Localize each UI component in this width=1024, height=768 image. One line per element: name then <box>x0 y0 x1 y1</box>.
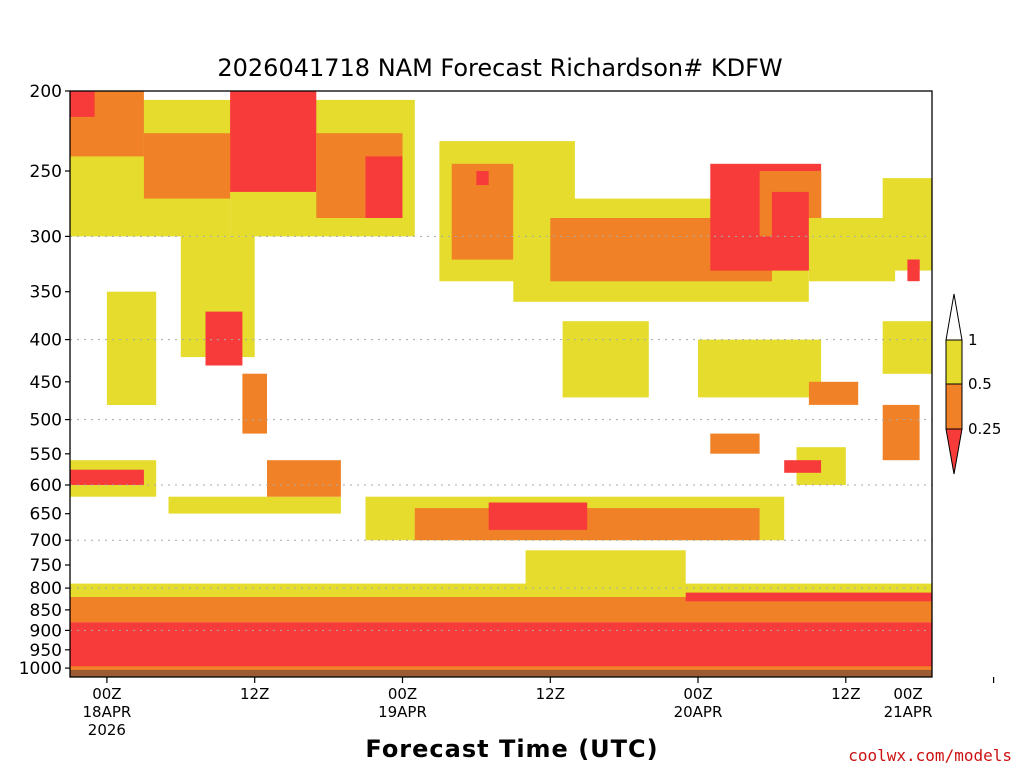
x-tick-label-6-1: 21APR <box>884 703 933 721</box>
x-tick-label-0-2: 2026 <box>88 721 126 739</box>
y-tick-label-500: 500 <box>30 411 62 431</box>
heatmap-region-42 <box>70 622 932 670</box>
x-tick-label-5-0: 12Z <box>831 685 860 703</box>
y-axis: 200 250 300 350 400 450 500 550 600 650 700 750 8008… <box>19 82 70 679</box>
y-tick-label-600: 600 <box>30 476 62 496</box>
heatmap-region-43 <box>70 666 932 670</box>
x-tick-label-2-0: 00Z <box>388 685 417 703</box>
y-tick-label-750: 750 <box>30 556 62 576</box>
heatmap-region-5 <box>230 91 317 192</box>
y-tick-label-400: 400 <box>30 331 62 351</box>
colorbar-bin-05-1 <box>945 339 963 385</box>
colorbar-bottom-triangle <box>945 428 963 475</box>
heatmap-region-34 <box>267 460 341 497</box>
heatmap-region-21 <box>882 178 932 271</box>
heatmap-region-20 <box>808 218 896 282</box>
x-tick-label-1-0: 12Z <box>240 685 269 703</box>
x-tick-label-0-1: 18APR <box>82 703 131 721</box>
y-tick-label-900: 900 <box>30 621 62 641</box>
heatmap-region-2 <box>70 91 95 117</box>
y-tick-label-800: 800 <box>30 579 62 599</box>
heatmap-region-32 <box>70 469 144 485</box>
heatmap-region-11 <box>106 291 157 405</box>
ground-layer <box>70 669 932 677</box>
x-tick-label-6-0: 00Z <box>893 685 922 703</box>
x-tick-label-3-0: 12Z <box>536 685 565 703</box>
heatmap-region-38 <box>525 550 686 589</box>
chart-title: 2026041718 NAM Forecast Richardson# KDFW <box>217 54 782 82</box>
heatmap-region-14 <box>476 171 489 186</box>
credit-text: coolwx.com/models <box>848 746 1012 765</box>
y-tick-label-200: 200 <box>30 82 62 102</box>
colorbar-top-triangle <box>945 293 963 341</box>
plot-frame <box>69 90 933 678</box>
heatmap-region-24 <box>698 339 822 398</box>
y-tick-label-350: 350 <box>30 283 62 303</box>
colorbar-label-025: 0.25 <box>968 420 1001 438</box>
heatmap-region-28 <box>784 460 822 473</box>
y-tick-label-450: 450 <box>30 373 62 393</box>
colorbar-label-1: 1 <box>968 331 978 349</box>
heatmap-region-7 <box>365 156 403 218</box>
heatmap-region-19 <box>771 191 809 237</box>
x-tick-label-2-1: 19APR <box>378 703 427 721</box>
x-axis-label: Forecast Time (UTC) <box>365 735 658 763</box>
y-tick-label-950: 950 <box>30 641 62 661</box>
x-tick-label-0-0: 00Z <box>92 685 121 703</box>
heatmap-region-30 <box>882 404 920 461</box>
colorbar: 1 0.5 0.25 <box>945 293 1001 475</box>
y-tick-label-650: 650 <box>30 505 62 525</box>
colorbar-bin-025-05 <box>945 383 963 430</box>
heatmap-region-22 <box>907 259 920 282</box>
heatmap-region-29 <box>882 321 932 374</box>
y-tick-label-850: 850 <box>30 601 62 621</box>
heatmap-region-33 <box>168 496 341 514</box>
heatmap-cells <box>70 91 932 670</box>
heatmap-region-9 <box>205 311 243 366</box>
heatmap-region-41 <box>685 592 932 602</box>
heatmap-region-26 <box>808 381 859 405</box>
y-tick-label-700: 700 <box>30 531 62 551</box>
heatmap-region-37 <box>488 502 588 530</box>
y-tick-label-250: 250 <box>30 162 62 182</box>
heatmap-region-23 <box>562 321 649 398</box>
y-tick-label-300: 300 <box>30 227 62 247</box>
heatmap-region-10 <box>242 373 267 434</box>
colorbar-label-05: 0.5 <box>968 375 992 393</box>
x-tick-label-4-0: 00Z <box>683 685 712 703</box>
y-tick-label-1000: 1000 <box>19 659 62 679</box>
ground-fill <box>70 669 932 677</box>
y-tick-label-550: 550 <box>30 445 62 465</box>
heatmap-region-25 <box>710 433 760 454</box>
x-tick-label-4-1: 20APR <box>674 703 723 721</box>
